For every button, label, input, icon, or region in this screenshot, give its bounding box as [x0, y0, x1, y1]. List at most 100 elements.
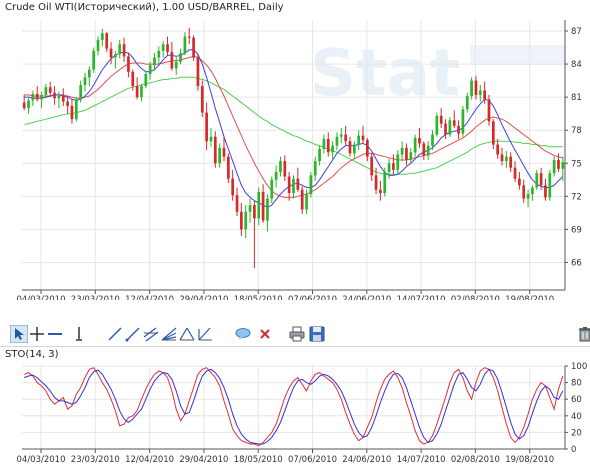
candle-body — [296, 178, 300, 190]
candle-body — [174, 61, 178, 69]
candle-body — [200, 86, 204, 113]
candle-body — [409, 152, 413, 160]
candle-body — [87, 69, 91, 78]
candle-body — [526, 194, 530, 199]
y-tick-label: 78 — [571, 126, 582, 136]
candle-body — [309, 175, 313, 195]
delete-tool-button[interactable] — [256, 325, 274, 343]
fibonacci-tool-button[interactable] — [178, 325, 196, 343]
print-button[interactable] — [288, 325, 306, 343]
ray-tool-button[interactable] — [124, 325, 142, 343]
candle-body — [183, 36, 187, 54]
candle-body — [231, 178, 235, 196]
candle-body — [452, 120, 456, 126]
candle-body — [313, 161, 317, 176]
sto-x-tick-label: 19/08/2010 — [505, 455, 554, 465]
candle-body — [426, 145, 430, 156]
x-tick-label: 24/06/2010 — [342, 295, 391, 300]
candle-body — [491, 121, 495, 145]
print-icon — [289, 326, 305, 342]
candle-body — [118, 44, 122, 55]
candle-body — [279, 161, 282, 173]
candle-body — [170, 51, 174, 69]
candle-body — [500, 154, 504, 162]
candle-body — [22, 102, 26, 109]
candle-body — [496, 144, 500, 155]
candle-body — [266, 198, 269, 221]
delete-tool-icon — [260, 329, 270, 339]
candle-body — [283, 161, 287, 177]
price-chart[interactable]: Stat 04/03/2010 23/03/2010 12/04/2010 29/04/… — [0, 0, 590, 300]
pitchfork-tool-button[interactable] — [196, 325, 214, 343]
candle-body — [148, 65, 152, 74]
candle-body — [348, 141, 352, 154]
fan-tool-button[interactable] — [160, 325, 178, 343]
save-icon — [309, 326, 325, 342]
y-tick-label: 87 — [571, 27, 582, 37]
candle-body — [48, 87, 52, 93]
candle-body — [392, 163, 395, 170]
cursor-tool-icon — [10, 325, 28, 343]
candle-body — [127, 56, 130, 72]
horizontal-line-tool-button[interactable] — [46, 325, 64, 343]
candle-body — [161, 44, 165, 51]
candle-body — [70, 105, 74, 120]
candle-body — [157, 50, 161, 58]
candle-body — [361, 135, 365, 141]
candle-body — [27, 100, 30, 109]
cursor-tool-button[interactable] — [10, 325, 28, 343]
candle-body — [405, 147, 408, 160]
x-tick-label: 18/05/2010 — [234, 295, 283, 300]
sto-y-tick-label: 80 — [571, 379, 582, 389]
candle-body — [379, 189, 382, 194]
candle-body — [61, 96, 65, 102]
candle-body — [465, 96, 469, 110]
sto-y-tick-label: 100 — [571, 362, 587, 372]
candle-body — [448, 120, 452, 135]
candle-body — [74, 99, 78, 120]
channel-tool-button[interactable] — [142, 325, 160, 343]
candle-body — [366, 140, 369, 157]
horizontal-line-tool-icon — [48, 333, 62, 335]
y-tick-label: 81 — [571, 93, 582, 103]
candle-body — [531, 187, 534, 195]
candle-body — [383, 172, 387, 194]
crosshair-tool-button[interactable] — [28, 325, 46, 343]
trash-button[interactable] — [576, 325, 590, 343]
candle-body — [370, 156, 374, 176]
trend-line-tool-button[interactable] — [106, 325, 124, 343]
candle-body — [548, 173, 552, 198]
moving-average-slow — [24, 76, 563, 175]
candle-body — [552, 159, 556, 174]
candle-body — [522, 185, 526, 199]
candle-body — [287, 176, 291, 194]
candle-body — [196, 57, 200, 87]
fan-tool-icon — [161, 327, 177, 341]
candle-body — [413, 137, 417, 153]
vertical-line-tool-button[interactable] — [70, 325, 88, 343]
watermark-text: Stat — [310, 37, 460, 111]
candle-body — [253, 205, 256, 219]
sto-x-tick-label: 12/04/2010 — [125, 455, 174, 465]
comment-tool-button[interactable] — [234, 325, 252, 343]
candle-body — [478, 90, 482, 95]
candle-body — [135, 86, 139, 98]
candle-body — [431, 134, 434, 146]
candle-body — [544, 185, 547, 198]
sto-x-tick-label: 07/06/2010 — [288, 455, 337, 465]
candle-body — [444, 123, 447, 135]
candle-body — [535, 173, 539, 188]
comment-tool-icon — [235, 328, 251, 340]
candle-body — [305, 194, 308, 210]
candle-body — [57, 96, 61, 99]
candle-body — [105, 33, 109, 49]
save-button[interactable] — [308, 325, 326, 343]
candle-body — [235, 195, 239, 212]
candle-body — [92, 50, 96, 70]
candle-body — [187, 36, 191, 38]
chart-title: Crude Oil WTI(Исторический), 1.00 USD/BA… — [5, 2, 284, 13]
candle-body — [322, 139, 326, 149]
candle-body — [53, 92, 56, 99]
candle-body — [357, 135, 361, 145]
